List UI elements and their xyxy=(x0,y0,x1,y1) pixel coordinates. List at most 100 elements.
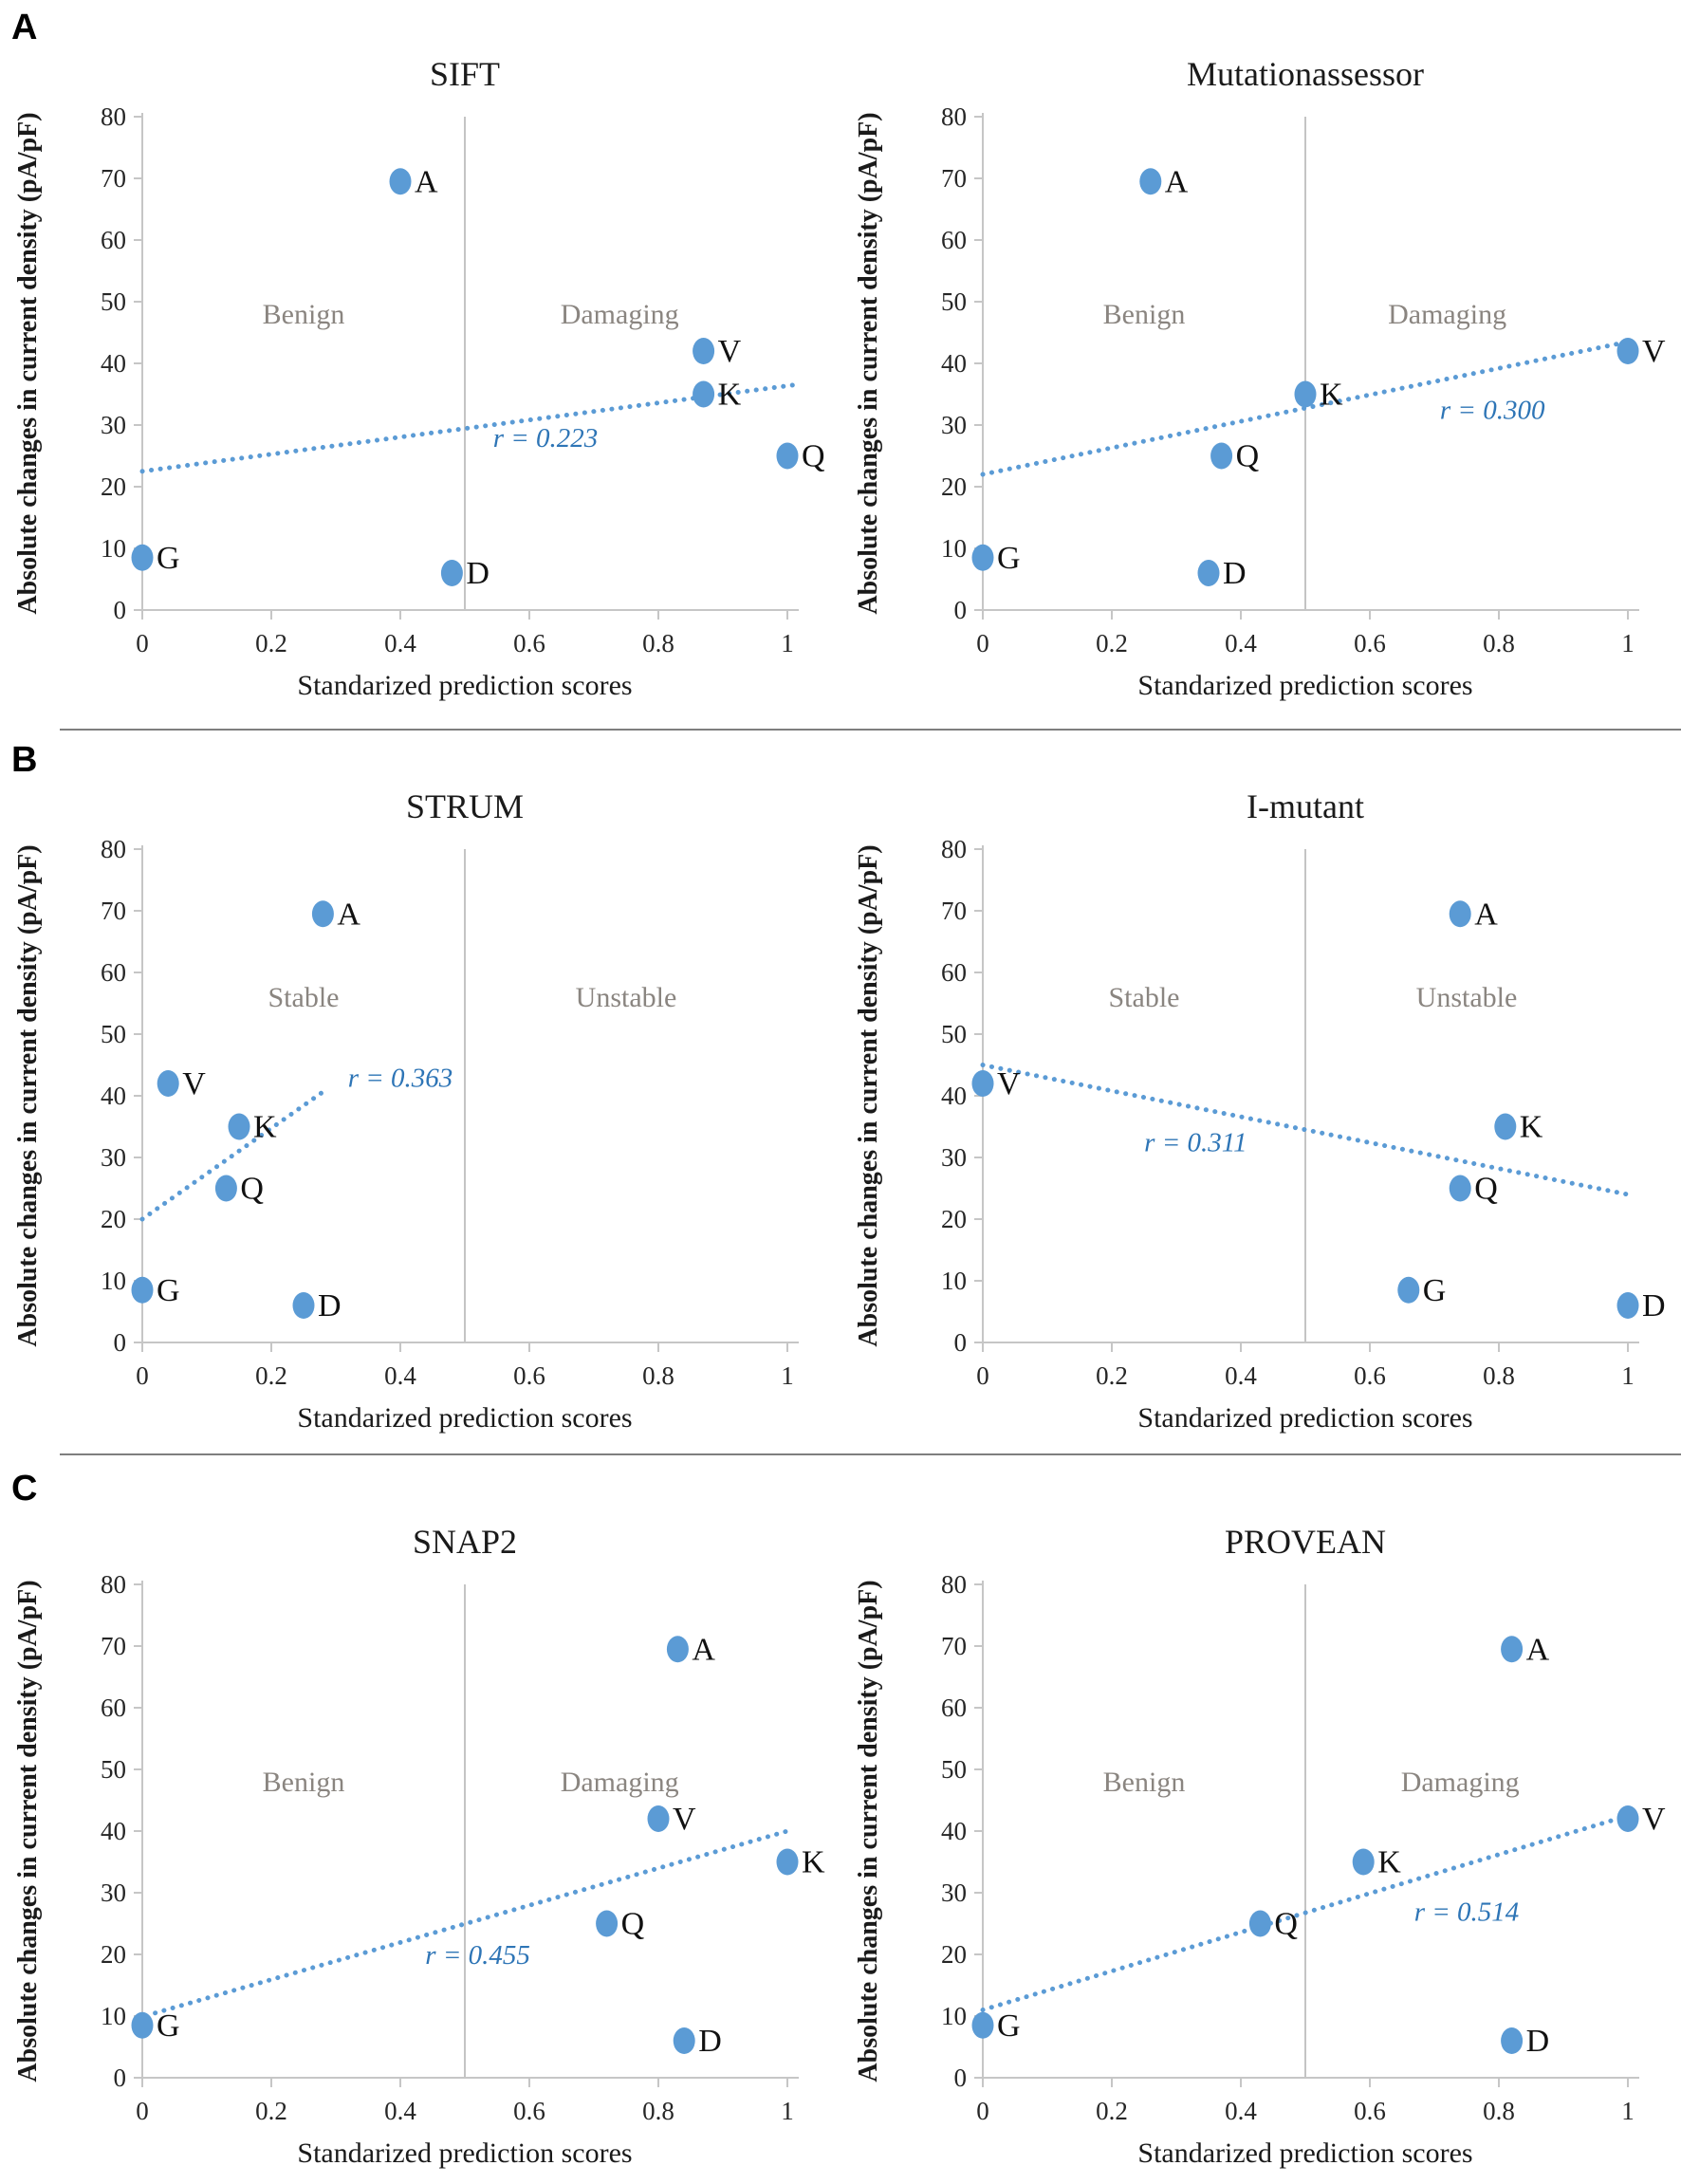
data-point-label-d: D xyxy=(698,2024,722,2059)
data-point-label-v: V xyxy=(997,1066,1021,1101)
chart-svg-snap2: SNAP2 Absolute changes in current density… xyxy=(13,1523,825,2169)
y-axis-label: Absolute changes in current density (pA/… xyxy=(13,112,43,614)
data-point-label-q: Q xyxy=(621,1907,645,1942)
data-point-a xyxy=(666,1636,689,1663)
x-axis-label: Standarized prediction scores xyxy=(297,2138,632,2169)
x-axis-label: Standarized prediction scores xyxy=(297,1402,632,1434)
y-tick-label: 40 xyxy=(941,1817,967,1845)
data-point-label-k: K xyxy=(1520,1110,1543,1145)
data-point-label-k: K xyxy=(253,1110,277,1145)
y-tick-label: 30 xyxy=(941,1879,967,1907)
x-tick-label: 0.4 xyxy=(384,1361,416,1390)
y-tick-label: 50 xyxy=(101,287,126,316)
y-tick-label: 70 xyxy=(941,1632,967,1660)
data-point-v xyxy=(1616,1805,1639,1832)
data-point-a xyxy=(1139,168,1162,195)
region-label: Unstable xyxy=(576,982,677,1013)
data-point-a xyxy=(311,900,334,928)
chart-svg-mutationassessor: Mutationassessor Absolute changes in curr… xyxy=(854,55,1666,701)
chart-mutationassessor: Mutationassessor Absolute changes in curr… xyxy=(840,27,1681,710)
row-separator-2 xyxy=(60,1453,1681,1455)
y-tick-label: 70 xyxy=(941,164,967,193)
x-tick-label: 1 xyxy=(781,1361,794,1390)
y-tick-label: 30 xyxy=(101,411,126,439)
x-axis-label: Standarized prediction scores xyxy=(297,670,632,701)
region-label: Damaging xyxy=(561,1767,679,1798)
data-point-label-d: D xyxy=(1223,556,1247,591)
x-tick-label: 1 xyxy=(1621,629,1635,657)
y-tick-label: 50 xyxy=(101,1755,126,1784)
region-label: Benign xyxy=(263,299,345,330)
y-tick-label: 50 xyxy=(941,1755,967,1784)
x-tick-label: 0 xyxy=(136,2097,149,2125)
data-point-label-k: K xyxy=(802,1845,825,1880)
x-tick-label: 1 xyxy=(781,629,794,657)
x-tick-label: 0.8 xyxy=(642,2097,674,2125)
y-tick-label: 20 xyxy=(101,472,126,501)
x-tick-label: 0.2 xyxy=(1096,2097,1128,2125)
y-tick-label: 0 xyxy=(954,596,968,624)
chart-title: I-mutant xyxy=(1247,787,1364,825)
correlation-label: r = 0.363 xyxy=(348,1063,453,1093)
x-tick-label: 0.4 xyxy=(1225,2097,1257,2125)
y-tick-label: 0 xyxy=(114,2064,127,2092)
data-point-v xyxy=(971,1070,994,1097)
y-axis-label: Absolute changes in current density (pA/… xyxy=(13,844,43,1346)
data-point-label-a: A xyxy=(1526,1632,1550,1667)
y-tick-label: 70 xyxy=(101,1632,126,1660)
x-tick-label: 0.2 xyxy=(255,629,287,657)
y-tick-label: 80 xyxy=(101,102,126,131)
x-tick-label: 0.2 xyxy=(255,1361,287,1390)
y-tick-label: 40 xyxy=(101,1817,126,1845)
data-point-label-q: Q xyxy=(802,439,825,474)
x-tick-label: 0.2 xyxy=(1096,1361,1128,1390)
data-point-g xyxy=(971,2011,994,2039)
correlation-label: r = 0.300 xyxy=(1440,396,1545,426)
y-tick-label: 0 xyxy=(954,1328,968,1357)
data-point-label-d: D xyxy=(466,556,490,591)
data-point-label-k: K xyxy=(1377,1845,1401,1880)
y-tick-label: 70 xyxy=(101,897,126,925)
chart-provean: PROVEAN Absolute changes in current densi… xyxy=(840,1494,1681,2177)
region-label: Stable xyxy=(1109,982,1180,1013)
x-tick-label: 0.8 xyxy=(1483,1361,1515,1390)
chart-title: PROVEAN xyxy=(1225,1523,1386,1561)
y-tick-label: 30 xyxy=(941,411,967,439)
data-point-a xyxy=(389,168,412,195)
chart-i-mutant: I-mutant Absolute changes in current dens… xyxy=(840,759,1681,1442)
data-point-g xyxy=(131,2011,154,2039)
x-tick-label: 0 xyxy=(136,629,149,657)
chart-svg-i-mutant: I-mutant Absolute changes in current dens… xyxy=(854,787,1666,1434)
x-tick-label: 1 xyxy=(781,2097,794,2125)
region-label: Damaging xyxy=(561,299,679,330)
data-point-label-g: G xyxy=(1423,1273,1447,1308)
y-tick-label: 60 xyxy=(101,1694,126,1722)
data-point-label-v: V xyxy=(1642,1802,1666,1837)
chart-title: Mutationassessor xyxy=(1187,55,1424,93)
y-tick-label: 20 xyxy=(941,472,967,501)
y-tick-label: 20 xyxy=(101,1205,126,1233)
y-tick-label: 30 xyxy=(101,1143,126,1172)
region-label: Unstable xyxy=(1416,982,1518,1013)
x-tick-label: 1 xyxy=(1621,1361,1635,1390)
panel-label-a: A xyxy=(11,8,38,47)
data-point-v xyxy=(693,338,715,364)
y-tick-label: 40 xyxy=(941,1082,967,1110)
data-point-k xyxy=(693,380,715,408)
y-tick-label: 10 xyxy=(101,534,126,563)
x-tick-label: 0.2 xyxy=(255,2097,287,2125)
x-axis-label: Standarized prediction scores xyxy=(1137,670,1472,701)
y-tick-label: 10 xyxy=(101,2002,126,2030)
y-tick-label: 80 xyxy=(101,1570,126,1599)
x-axis-label: Standarized prediction scores xyxy=(1137,1402,1472,1434)
x-tick-label: 0.6 xyxy=(1354,2097,1386,2125)
region-label: Damaging xyxy=(1388,299,1506,330)
data-point-label-g: G xyxy=(997,2008,1021,2044)
region-label: Damaging xyxy=(1401,1767,1520,1798)
x-tick-label: 0 xyxy=(976,1361,989,1390)
data-point-label-d: D xyxy=(1526,2024,1550,2059)
trend-line xyxy=(153,1828,790,2016)
data-point-d xyxy=(292,1292,315,1319)
y-tick-label: 20 xyxy=(941,1205,967,1233)
chart-title: SIFT xyxy=(430,55,500,93)
